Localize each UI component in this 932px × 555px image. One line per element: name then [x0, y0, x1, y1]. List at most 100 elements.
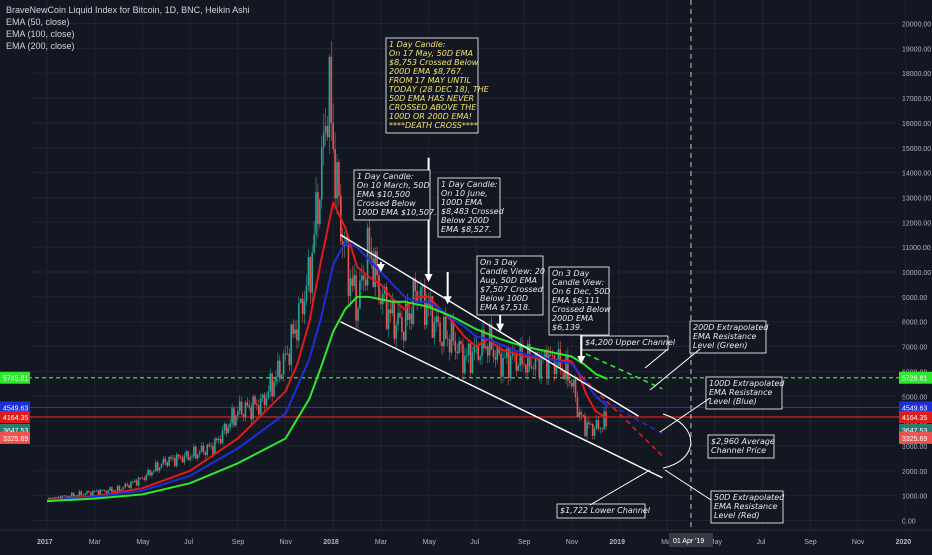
level-label-right-bg [899, 411, 932, 424]
y-tick-label: 16000.00 [902, 121, 931, 128]
candle-body [494, 357, 497, 360]
candle-body [112, 490, 115, 492]
ema100-line[interactable] [46, 241, 609, 502]
candle-body [267, 391, 270, 399]
candle-body [124, 483, 127, 488]
aug20-note-line: EMA $7,518. [480, 303, 531, 312]
level-label-left-bg [0, 371, 30, 384]
res50-note-line: Level (Red) [714, 511, 760, 520]
price-label-right-bg [899, 431, 932, 444]
candle-body [567, 355, 569, 381]
candle-body [132, 481, 134, 483]
candle-body [214, 438, 216, 455]
candle-body [479, 356, 481, 360]
candle-body [366, 227, 369, 286]
aug20-note-line: Below 100D [480, 294, 528, 303]
candle-body [498, 346, 500, 354]
price-label-left: 3647.53 [3, 428, 28, 435]
x-tick-label: 2017 [37, 539, 53, 546]
candle-body [460, 341, 462, 345]
candle-body [357, 308, 359, 321]
candle-body [193, 446, 195, 457]
candle-body [500, 353, 502, 377]
candle-body [444, 316, 447, 339]
candle-body [105, 490, 107, 493]
death-cross-note-box [385, 37, 479, 134]
candle-body [269, 373, 272, 392]
x-tick-label: Jul [757, 539, 766, 546]
candle-body [546, 349, 548, 379]
candle-body [80, 491, 83, 496]
candle-body [544, 349, 546, 358]
candle-body [336, 162, 338, 199]
candle-body [391, 301, 394, 314]
x-tick-label: Sep [232, 539, 245, 546]
candle-body [462, 344, 464, 373]
candle-body [151, 472, 153, 476]
candle-body [149, 469, 151, 476]
candle-body [90, 492, 92, 496]
candle-body [57, 496, 60, 498]
res100-note-line: 100D Extrapolated [709, 379, 785, 388]
legend-ema50[interactable]: EMA (50, close) [6, 17, 70, 27]
level-label-right: 4164.35 [902, 415, 927, 422]
candle-body [402, 331, 405, 341]
chart-title: BraveNewCoin Liquid Index for Bitcoin, 1… [6, 5, 250, 15]
candle-body [189, 457, 191, 461]
candle-body [465, 355, 468, 357]
candle-body [286, 353, 289, 355]
candle-body [441, 341, 443, 347]
candle-body [227, 427, 230, 434]
candle-body [406, 303, 409, 320]
y-tick-label: 2000.00 [902, 469, 927, 476]
aug20-note-line: On 3 Day [480, 258, 518, 267]
mar10-note-line: 100D EMA $10,507. [357, 208, 437, 217]
candle-body [374, 251, 376, 288]
candle-body [601, 428, 604, 430]
candle-body [591, 423, 594, 436]
candle-body [299, 298, 302, 304]
candle-body [282, 353, 285, 375]
candle-body [311, 252, 314, 293]
candle-body [221, 430, 224, 444]
dec6-note-line: Crossed Below [552, 305, 611, 314]
candle-body [540, 358, 542, 378]
arrow-head [496, 323, 505, 332]
candle-body [559, 349, 562, 369]
res200-note-line: 200D Extrapolated [693, 323, 769, 332]
legend-ema200[interactable]: EMA (200, close) [6, 41, 75, 51]
candle-body [145, 475, 148, 480]
ema200-line[interactable] [46, 295, 608, 503]
y-tick-label: 20000.00 [902, 22, 931, 29]
candle-body [534, 352, 537, 370]
res100-note-box [705, 376, 783, 410]
candle-body [341, 241, 344, 246]
level-label-left-bg [0, 401, 30, 414]
candle-body [446, 338, 449, 340]
res100-note-line: Level (Blue) [709, 397, 757, 406]
jun10-note-line: On 10 June, [441, 189, 488, 198]
candle-body [126, 483, 128, 486]
candle-body [471, 352, 474, 374]
candle-body [376, 251, 378, 276]
aug20-note-box [476, 255, 544, 316]
candle-body [294, 329, 296, 334]
death-cross-note-line: On 17 May, 50D EMA [389, 49, 473, 58]
candle-body [185, 451, 188, 456]
candle-body [401, 317, 403, 332]
lower-channel-note-box [556, 503, 646, 519]
x-tick-label: 2020 [896, 539, 912, 546]
x-tick-label: 2019 [609, 539, 625, 546]
legend-ema100[interactable]: EMA (100, close) [6, 29, 75, 39]
candle-body [359, 280, 361, 309]
candle-body [410, 313, 413, 324]
candle-body [322, 132, 325, 148]
candle-body [576, 397, 579, 418]
candle-body [95, 490, 98, 492]
candle-body [198, 451, 201, 455]
candle-body [458, 341, 460, 354]
y-tick-label: 12000.00 [902, 220, 931, 227]
death-cross-note-line: ****DEATH CROSS**** [389, 121, 478, 130]
